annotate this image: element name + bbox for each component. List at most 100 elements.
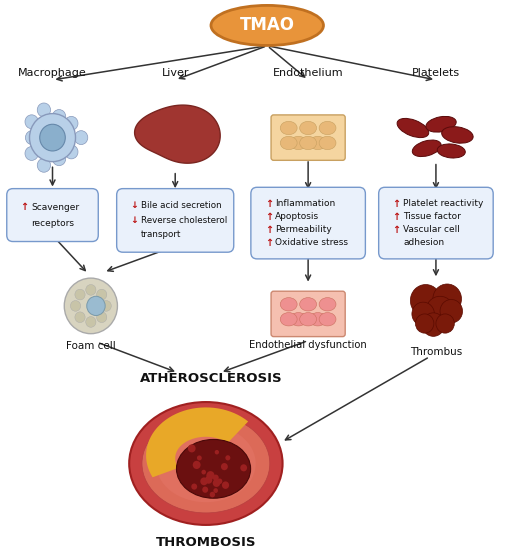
Text: ↓: ↓	[131, 216, 138, 225]
Ellipse shape	[129, 402, 283, 525]
Circle shape	[207, 474, 212, 478]
Circle shape	[25, 115, 38, 129]
Ellipse shape	[300, 298, 317, 311]
Circle shape	[37, 103, 50, 117]
Circle shape	[25, 146, 38, 161]
Circle shape	[86, 284, 96, 295]
Text: Inflammation: Inflammation	[276, 199, 336, 208]
Text: Endothelial dysfunction: Endothelial dysfunction	[249, 339, 367, 350]
Text: Thrombus: Thrombus	[410, 347, 462, 357]
Text: receptors: receptors	[31, 218, 75, 228]
Polygon shape	[135, 105, 220, 163]
Ellipse shape	[412, 140, 441, 157]
Ellipse shape	[309, 136, 326, 150]
Ellipse shape	[397, 118, 429, 138]
Ellipse shape	[280, 298, 297, 311]
Ellipse shape	[280, 136, 297, 150]
Ellipse shape	[426, 117, 456, 132]
Circle shape	[221, 463, 228, 470]
Text: Platelets: Platelets	[412, 68, 460, 78]
Text: Oxidative stress: Oxidative stress	[276, 238, 348, 247]
Ellipse shape	[300, 312, 317, 326]
Text: ↑: ↑	[265, 238, 273, 248]
Circle shape	[193, 461, 200, 469]
Circle shape	[191, 483, 197, 490]
Circle shape	[37, 158, 50, 172]
Circle shape	[225, 455, 230, 460]
Ellipse shape	[280, 122, 297, 135]
Circle shape	[422, 313, 445, 337]
Circle shape	[52, 152, 66, 166]
Circle shape	[188, 444, 196, 453]
Ellipse shape	[319, 298, 336, 311]
Circle shape	[217, 478, 223, 484]
Circle shape	[410, 284, 441, 317]
Text: Permeability: Permeability	[276, 225, 332, 234]
Circle shape	[97, 312, 107, 322]
Circle shape	[210, 492, 215, 497]
Text: Platelet reactivity: Platelet reactivity	[403, 199, 484, 208]
Circle shape	[222, 481, 229, 489]
Circle shape	[213, 479, 221, 487]
FancyBboxPatch shape	[117, 189, 234, 252]
Circle shape	[97, 289, 107, 300]
Circle shape	[52, 109, 66, 123]
Text: Macrophage: Macrophage	[18, 68, 87, 78]
Text: ↑: ↑	[265, 199, 273, 208]
Ellipse shape	[300, 122, 317, 135]
Text: Foam cell: Foam cell	[66, 340, 116, 350]
Polygon shape	[146, 408, 248, 477]
FancyBboxPatch shape	[251, 188, 365, 259]
Circle shape	[200, 477, 208, 485]
Circle shape	[64, 278, 117, 334]
Text: ↑: ↑	[393, 224, 400, 235]
Text: ↑: ↑	[21, 202, 29, 212]
Text: Bile acid secretion: Bile acid secretion	[141, 201, 222, 211]
Text: Vascular cell: Vascular cell	[403, 225, 460, 234]
Circle shape	[240, 464, 247, 471]
Ellipse shape	[300, 136, 317, 150]
Ellipse shape	[156, 425, 256, 502]
Ellipse shape	[442, 126, 473, 143]
Ellipse shape	[290, 312, 307, 326]
Circle shape	[433, 284, 462, 314]
Ellipse shape	[142, 414, 270, 513]
Text: TMAO: TMAO	[240, 16, 295, 35]
Text: ↑: ↑	[393, 212, 400, 222]
Circle shape	[29, 114, 76, 162]
Circle shape	[213, 488, 218, 493]
Text: ATHEROSCLEROSIS: ATHEROSCLEROSIS	[140, 371, 282, 384]
Circle shape	[215, 450, 219, 454]
Text: Endothelium: Endothelium	[273, 68, 343, 78]
Ellipse shape	[319, 312, 336, 326]
Circle shape	[86, 317, 96, 327]
Circle shape	[65, 145, 78, 159]
Circle shape	[412, 302, 434, 326]
Text: transport: transport	[141, 230, 181, 239]
Circle shape	[25, 131, 39, 145]
Text: ↑: ↑	[265, 224, 273, 235]
Circle shape	[213, 475, 219, 481]
Ellipse shape	[437, 144, 465, 158]
Ellipse shape	[290, 136, 307, 150]
Circle shape	[40, 124, 65, 151]
Circle shape	[440, 300, 463, 323]
Circle shape	[197, 455, 202, 460]
Circle shape	[202, 487, 208, 493]
Circle shape	[70, 300, 81, 311]
FancyBboxPatch shape	[271, 291, 345, 337]
Text: adhesion: adhesion	[403, 238, 444, 247]
Circle shape	[87, 296, 105, 316]
Text: Liver: Liver	[161, 68, 189, 78]
FancyBboxPatch shape	[379, 188, 493, 259]
Text: Apoptosis: Apoptosis	[276, 212, 320, 221]
Text: THROMBOSIS: THROMBOSIS	[156, 536, 256, 548]
Ellipse shape	[280, 312, 297, 326]
Circle shape	[436, 314, 454, 333]
FancyBboxPatch shape	[271, 115, 345, 160]
Ellipse shape	[309, 312, 326, 326]
Text: Reverse cholesterol: Reverse cholesterol	[141, 216, 228, 225]
Circle shape	[101, 300, 112, 311]
Text: ↑: ↑	[265, 212, 273, 222]
Circle shape	[75, 312, 85, 322]
